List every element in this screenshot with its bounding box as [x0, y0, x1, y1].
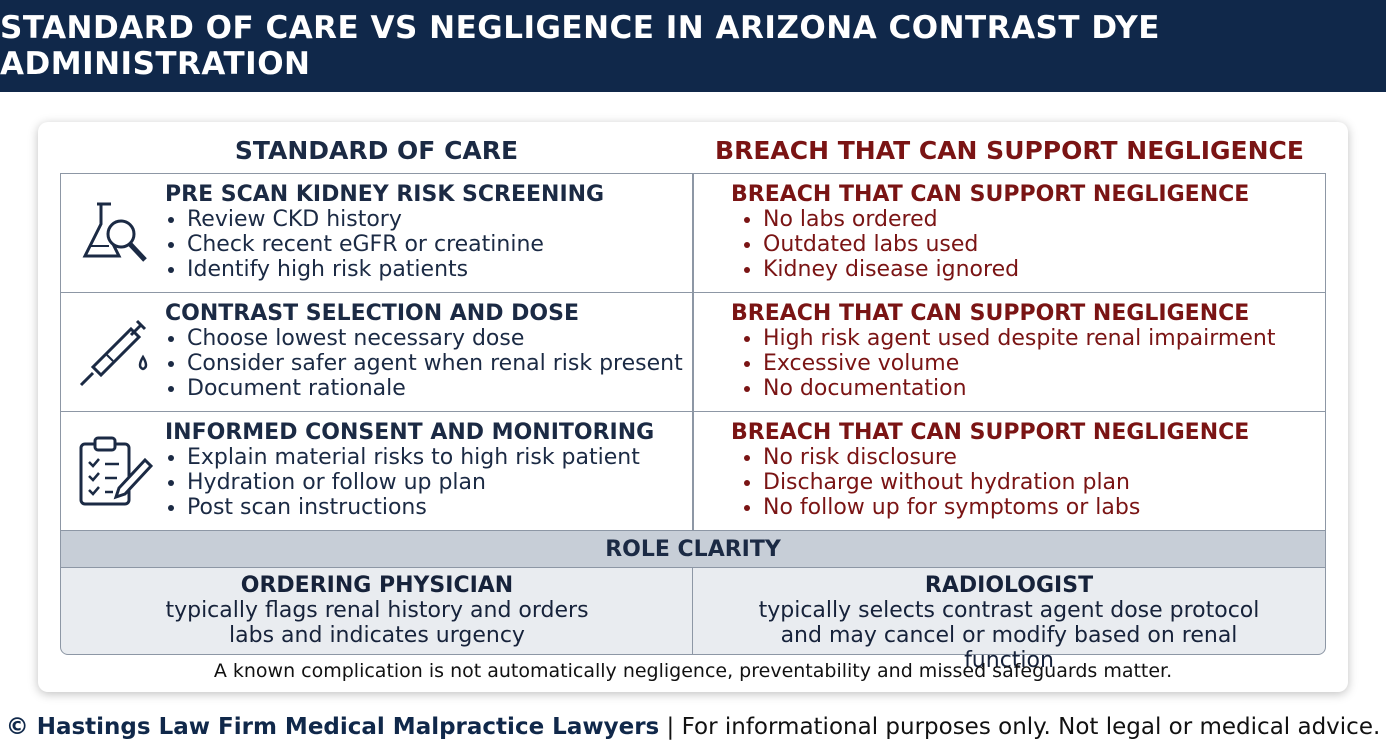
bullet-list: High risk agent used despite renal impai…	[731, 326, 1325, 401]
bullet-item: No follow up for symptoms or labs	[763, 495, 1325, 520]
row-title: CONTRAST SELECTION AND DOSE	[165, 301, 579, 326]
bullet-item: Review CKD history	[187, 207, 693, 232]
bullet-item: No labs ordered	[763, 207, 1325, 232]
role-title: ORDERING PHYSICIAN	[240, 573, 514, 598]
standard-cell: CONTRAST SELECTION AND DOSEChoose lowest…	[60, 292, 694, 412]
bullet-item: Document rationale	[187, 376, 693, 401]
icon	[82, 202, 147, 262]
bullet-item: Discharge without hydration plan	[763, 470, 1325, 495]
note: A known complication is not automaticall…	[213, 660, 1173, 682]
bullet-item: Hydration or follow up plan	[187, 470, 693, 495]
row-title: INFORMED CONSENT AND MONITORING	[165, 420, 655, 445]
role-cell: ORDERING PHYSICIAN typically flags renal…	[60, 567, 694, 655]
bullet-list: No risk disclosureDischarge without hydr…	[731, 445, 1325, 520]
footer: © Hastings Law Firm Medical Malpractice …	[0, 714, 1386, 740]
breach-cell: BREACH THAT CAN SUPPORT NEGLIGENCEHigh r…	[692, 292, 1326, 412]
icon	[79, 319, 148, 387]
bullet-item: No documentation	[763, 376, 1325, 401]
bullet-list: Review CKD historyCheck recent eGFR or c…	[165, 207, 693, 282]
standard-cell: PRE SCAN KIDNEY RISK SCREENINGReview CKD…	[60, 173, 694, 293]
breach-cell: BREACH THAT CAN SUPPORT NEGLIGENCENo lab…	[692, 173, 1326, 293]
column-header: BREACH THAT CAN SUPPORT NEGLIGENCE	[715, 136, 1304, 165]
footer-disclaimer: | For informational purposes only. Not l…	[666, 714, 1381, 740]
bullet-list: Explain material risks to high risk pati…	[165, 445, 693, 520]
page-title: STANDARD OF CARE VS NEGLIGENCE IN ARIZON…	[0, 0, 1386, 92]
icon	[79, 436, 153, 506]
bullet-item: Check recent eGFR or creatinine	[187, 232, 693, 257]
bullet-list: Choose lowest necessary doseConsider saf…	[165, 326, 693, 401]
standard-cell: INFORMED CONSENT AND MONITORINGExplain m…	[60, 411, 694, 531]
bullet-item: High risk agent used despite renal impai…	[763, 326, 1325, 351]
bullet-list: No labs orderedOutdated labs usedKidney …	[731, 207, 1325, 282]
row-title: BREACH THAT CAN SUPPORT NEGLIGENCE	[731, 182, 1250, 207]
bullet-item: Identify high risk patients	[187, 257, 693, 282]
role-text: typically flags renal history and orders…	[165, 598, 589, 648]
row-title: BREACH THAT CAN SUPPORT NEGLIGENCE	[731, 420, 1250, 445]
bullet-item: Choose lowest necessary dose	[187, 326, 693, 351]
footer-firm: © Hastings Law Firm Medical Malpractice …	[5, 714, 660, 740]
role-cell: RADIOLOGIST typically selects contrast a…	[692, 567, 1326, 673]
bullet-item: Explain material risks to high risk pati…	[187, 445, 693, 470]
bullet-item: No risk disclosure	[763, 445, 1325, 470]
role-clarity-title: ROLE CLARITY	[60, 530, 1326, 568]
column-header: STANDARD OF CARE	[234, 136, 519, 165]
role-title: RADIOLOGIST	[924, 573, 1094, 598]
bullet-item: Outdated labs used	[763, 232, 1325, 257]
row-title: BREACH THAT CAN SUPPORT NEGLIGENCE	[731, 301, 1250, 326]
bullet-item: Kidney disease ignored	[763, 257, 1325, 282]
row-title: PRE SCAN KIDNEY RISK SCREENING	[165, 182, 605, 207]
breach-cell: BREACH THAT CAN SUPPORT NEGLIGENCENo ris…	[692, 411, 1326, 531]
bullet-item: Consider safer agent when renal risk pre…	[187, 351, 693, 376]
bullet-item: Excessive volume	[763, 351, 1325, 376]
bullet-item: Post scan instructions	[187, 495, 693, 520]
role-text: typically selects contrast agent dose pr…	[758, 598, 1260, 673]
